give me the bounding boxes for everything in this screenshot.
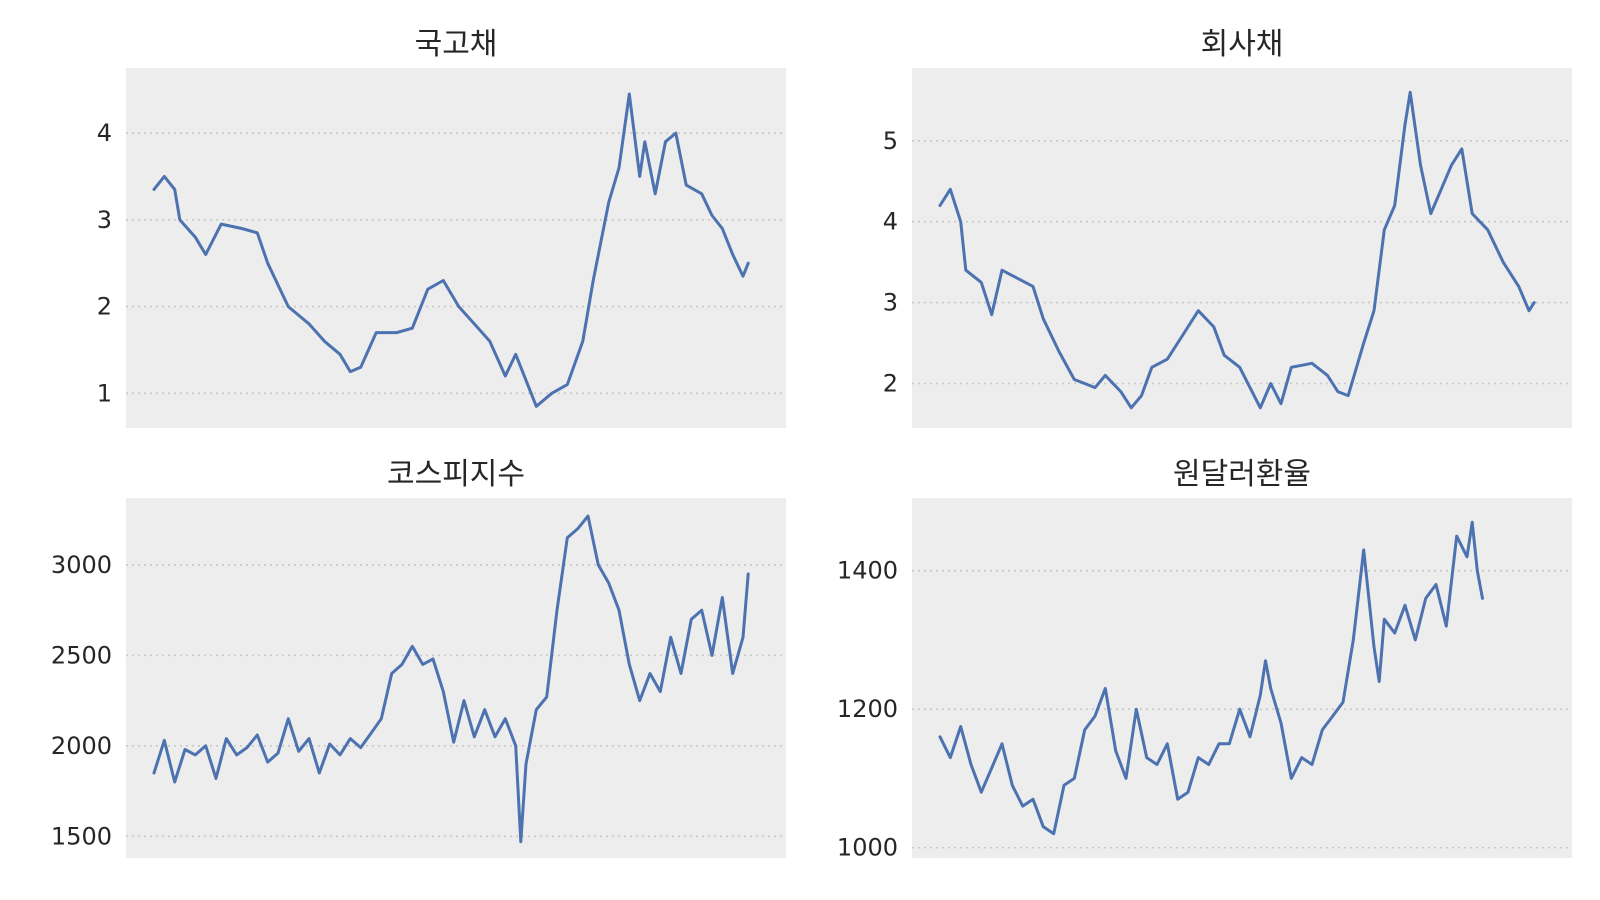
y-tick-label: 1400	[837, 557, 898, 585]
series-line	[152, 514, 750, 844]
series-line	[938, 520, 1484, 836]
y-tick-label: 1500	[51, 822, 112, 850]
chart-title: 회사채	[1201, 27, 1284, 62]
y-tick-label: 2000	[51, 732, 112, 760]
plot-area	[126, 498, 786, 858]
y-tick-label: 1000	[837, 834, 898, 862]
plot-area	[912, 68, 1572, 428]
y-tick-label: 4	[97, 119, 112, 147]
plot-area	[912, 498, 1572, 858]
y-tick-label: 1200	[837, 695, 898, 723]
y-tick-label: 2500	[51, 641, 112, 669]
y-tick-label: 2	[883, 370, 898, 398]
y-tick-label: 5	[883, 127, 898, 155]
y-tick-label: 3000	[51, 551, 112, 579]
series-line	[152, 92, 750, 408]
plot-area	[126, 68, 786, 428]
y-tick-label: 4	[883, 208, 898, 236]
chart-panel-2: 1500 2000 2500 3000 코스피지수	[51, 457, 786, 858]
y-tick-label: 3	[883, 289, 898, 317]
y-tick-label: 3	[97, 206, 112, 234]
y-tick-label: 1	[97, 379, 112, 407]
chart-panel-0: 1 2 3 4 국고채	[97, 27, 786, 428]
chart-title: 코스피지수	[387, 457, 525, 492]
chart-title: 원달러환율	[1173, 457, 1311, 492]
chart-panel-3: 1000 1200 1400 원달러환율	[837, 457, 1572, 862]
y-tick-label: 2	[97, 293, 112, 321]
chart-title: 국고채	[415, 27, 498, 62]
chart-panel-1: 2 3 4 5 회사채	[883, 27, 1572, 428]
series-line	[938, 90, 1536, 410]
